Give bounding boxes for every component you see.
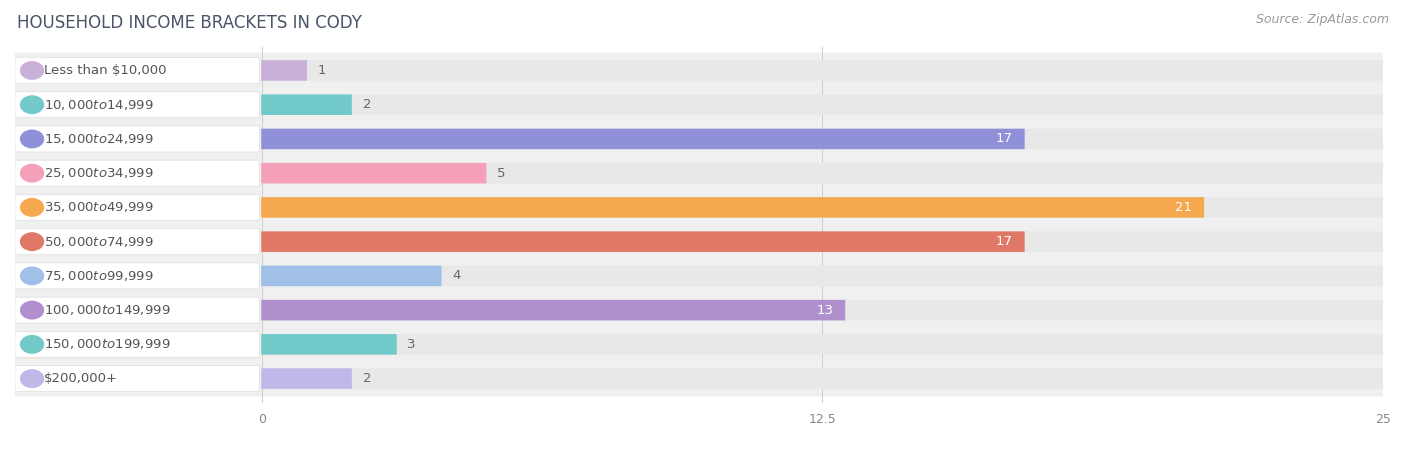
Text: 17: 17: [995, 235, 1012, 248]
Text: 13: 13: [817, 304, 834, 317]
FancyBboxPatch shape: [262, 334, 1384, 355]
FancyBboxPatch shape: [262, 266, 1384, 286]
FancyBboxPatch shape: [14, 361, 1384, 396]
Text: 2: 2: [363, 98, 371, 111]
FancyBboxPatch shape: [14, 53, 1384, 88]
FancyBboxPatch shape: [262, 266, 441, 286]
FancyBboxPatch shape: [262, 60, 1384, 81]
FancyBboxPatch shape: [262, 197, 1204, 218]
Text: Less than $10,000: Less than $10,000: [44, 64, 167, 77]
Text: 1: 1: [318, 64, 326, 77]
FancyBboxPatch shape: [262, 163, 486, 184]
FancyBboxPatch shape: [15, 297, 260, 323]
FancyBboxPatch shape: [15, 229, 260, 255]
Text: 3: 3: [408, 338, 416, 351]
Circle shape: [21, 302, 44, 319]
FancyBboxPatch shape: [262, 231, 1025, 252]
Text: 4: 4: [453, 270, 461, 283]
Circle shape: [21, 199, 44, 216]
Circle shape: [21, 267, 44, 285]
FancyBboxPatch shape: [14, 258, 1384, 294]
FancyBboxPatch shape: [15, 331, 260, 357]
Text: 17: 17: [995, 132, 1012, 145]
Text: $150,000 to $199,999: $150,000 to $199,999: [44, 338, 170, 351]
FancyBboxPatch shape: [14, 189, 1384, 225]
FancyBboxPatch shape: [14, 155, 1384, 191]
FancyBboxPatch shape: [262, 334, 396, 355]
FancyBboxPatch shape: [262, 197, 1384, 218]
Circle shape: [21, 130, 44, 148]
Circle shape: [21, 233, 44, 250]
Circle shape: [21, 62, 44, 79]
FancyBboxPatch shape: [262, 300, 845, 320]
Text: $35,000 to $49,999: $35,000 to $49,999: [44, 200, 153, 214]
FancyBboxPatch shape: [262, 369, 1384, 389]
Circle shape: [21, 336, 44, 353]
FancyBboxPatch shape: [15, 58, 260, 84]
FancyBboxPatch shape: [15, 126, 260, 152]
FancyBboxPatch shape: [262, 163, 1384, 184]
Circle shape: [21, 370, 44, 387]
Text: $200,000+: $200,000+: [44, 372, 118, 385]
Text: $10,000 to $14,999: $10,000 to $14,999: [44, 98, 153, 112]
FancyBboxPatch shape: [262, 60, 307, 81]
FancyBboxPatch shape: [14, 121, 1384, 157]
Text: $50,000 to $74,999: $50,000 to $74,999: [44, 234, 153, 249]
FancyBboxPatch shape: [14, 327, 1384, 362]
FancyBboxPatch shape: [14, 292, 1384, 328]
FancyBboxPatch shape: [262, 129, 1384, 149]
Text: Source: ZipAtlas.com: Source: ZipAtlas.com: [1256, 14, 1389, 27]
FancyBboxPatch shape: [14, 87, 1384, 122]
FancyBboxPatch shape: [15, 365, 260, 392]
Text: $25,000 to $34,999: $25,000 to $34,999: [44, 166, 153, 180]
Text: 21: 21: [1175, 201, 1192, 214]
Circle shape: [21, 164, 44, 182]
FancyBboxPatch shape: [262, 94, 352, 115]
Text: 5: 5: [498, 166, 506, 180]
FancyBboxPatch shape: [15, 92, 260, 118]
FancyBboxPatch shape: [15, 263, 260, 289]
Text: $15,000 to $24,999: $15,000 to $24,999: [44, 132, 153, 146]
FancyBboxPatch shape: [262, 369, 352, 389]
FancyBboxPatch shape: [14, 224, 1384, 260]
Text: $75,000 to $99,999: $75,000 to $99,999: [44, 269, 153, 283]
Text: 2: 2: [363, 372, 371, 385]
FancyBboxPatch shape: [262, 94, 1384, 115]
FancyBboxPatch shape: [15, 160, 260, 186]
FancyBboxPatch shape: [15, 194, 260, 220]
Circle shape: [21, 96, 44, 113]
Text: HOUSEHOLD INCOME BRACKETS IN CODY: HOUSEHOLD INCOME BRACKETS IN CODY: [17, 14, 361, 32]
FancyBboxPatch shape: [262, 231, 1384, 252]
FancyBboxPatch shape: [262, 129, 1025, 149]
Text: $100,000 to $149,999: $100,000 to $149,999: [44, 303, 170, 317]
FancyBboxPatch shape: [262, 300, 1384, 320]
